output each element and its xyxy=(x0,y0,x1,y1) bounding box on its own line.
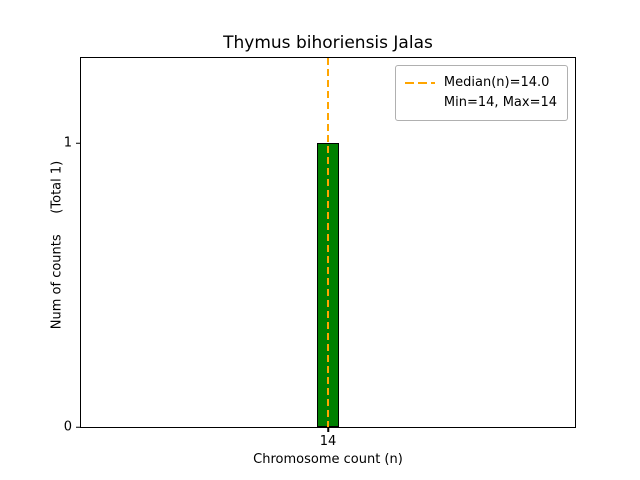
legend-median-label: Median(n)=14.0 xyxy=(443,75,550,90)
median-dash-icon xyxy=(404,82,435,84)
plot-area: Median(n)=14.0 Min=14, Max=14 0 1 14 xyxy=(64,57,576,449)
legend-minmax-label: Min=14, Max=14 xyxy=(443,95,557,110)
y-tick-label: 1 xyxy=(63,135,72,151)
legend-row-minmax: Min=14, Max=14 xyxy=(405,93,557,113)
legend-row-median: Median(n)=14.0 xyxy=(404,73,557,93)
legend: Median(n)=14.0 Min=14, Max=14 xyxy=(394,65,568,121)
x-axis-label: Chromosome count (n) xyxy=(253,452,403,467)
median-line xyxy=(327,58,329,427)
x-tick-mark xyxy=(327,427,329,432)
chart-title: Thymus bihoriensis Jalas xyxy=(223,33,433,53)
y-tick-mark xyxy=(76,426,81,428)
y-tick-label: 0 xyxy=(63,419,72,435)
y-axis-label: Num of counts (Total 1) xyxy=(49,160,65,330)
x-tick-label: 14 xyxy=(319,434,337,449)
y-tick-mark xyxy=(76,142,81,144)
